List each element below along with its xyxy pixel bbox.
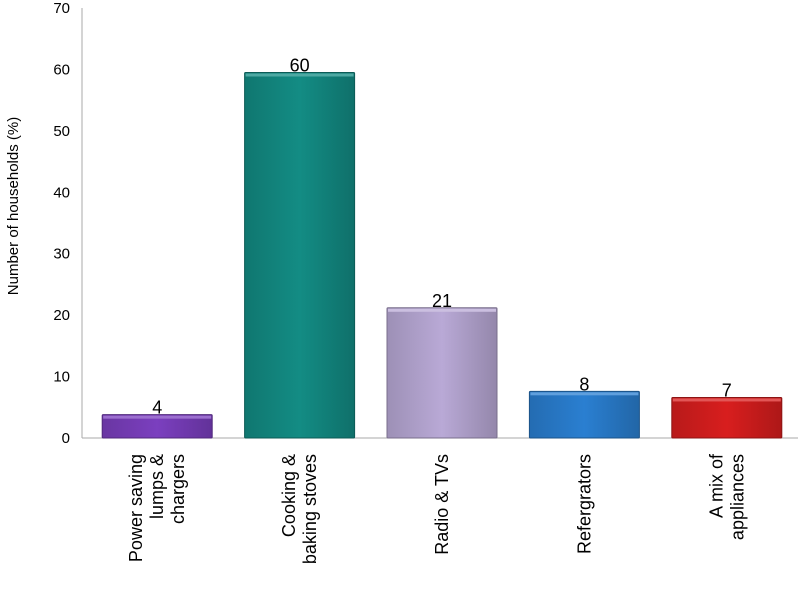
bar-highlight — [388, 308, 496, 312]
bar-highlight — [530, 392, 639, 396]
category-label: A mix of appliances — [706, 453, 747, 540]
data-label: 8 — [579, 374, 589, 394]
y-axis-label: Number of households (%) — [5, 117, 22, 295]
bar — [386, 307, 498, 439]
y-tick-label: 70 — [53, 0, 70, 17]
y-tick-label: 60 — [53, 61, 70, 78]
bar — [528, 390, 640, 439]
y-tick-labels: 0 10 20 30 40 50 60 70 — [53, 0, 70, 447]
category-label-line: lumps & — [147, 454, 167, 519]
category-label: Power saving lumps & chargers — [126, 454, 188, 562]
category-label-line: Radio & TVs — [432, 454, 452, 555]
bar — [101, 414, 213, 439]
bars — [101, 72, 783, 439]
category-label: Cooking & baking stoves — [279, 454, 320, 564]
category-label-line: baking stoves — [300, 454, 320, 564]
y-tick-label: 0 — [62, 430, 70, 447]
bar-highlight — [672, 398, 781, 402]
data-label: 21 — [432, 291, 452, 311]
data-label: 7 — [722, 380, 732, 400]
category-label-line: Power saving — [126, 454, 146, 562]
category-label-line: appliances — [727, 454, 747, 540]
category-label-line: A mix of — [706, 453, 726, 518]
category-label: Refergrators — [574, 454, 594, 554]
data-label: 60 — [290, 56, 310, 76]
bar-highlight — [245, 73, 354, 77]
category-labels: Power saving lumps & chargers Cooking & baki… — [126, 453, 747, 564]
y-tick-label: 50 — [53, 123, 70, 140]
category-label-line: chargers — [168, 454, 188, 524]
data-labels: 4 60 21 8 7 — [152, 56, 732, 418]
y-tick-label: 20 — [53, 307, 70, 324]
category-label: Radio & TVs — [432, 454, 452, 555]
bar — [244, 72, 356, 439]
bar — [671, 396, 783, 439]
y-tick-label: 30 — [53, 246, 70, 263]
y-tick-label: 10 — [53, 369, 70, 386]
data-label: 4 — [152, 398, 162, 418]
category-label-line: Refergrators — [574, 454, 594, 554]
category-label-line: Cooking & — [279, 454, 299, 537]
y-tick-label: 40 — [53, 184, 70, 201]
bar-highlight — [103, 415, 212, 419]
